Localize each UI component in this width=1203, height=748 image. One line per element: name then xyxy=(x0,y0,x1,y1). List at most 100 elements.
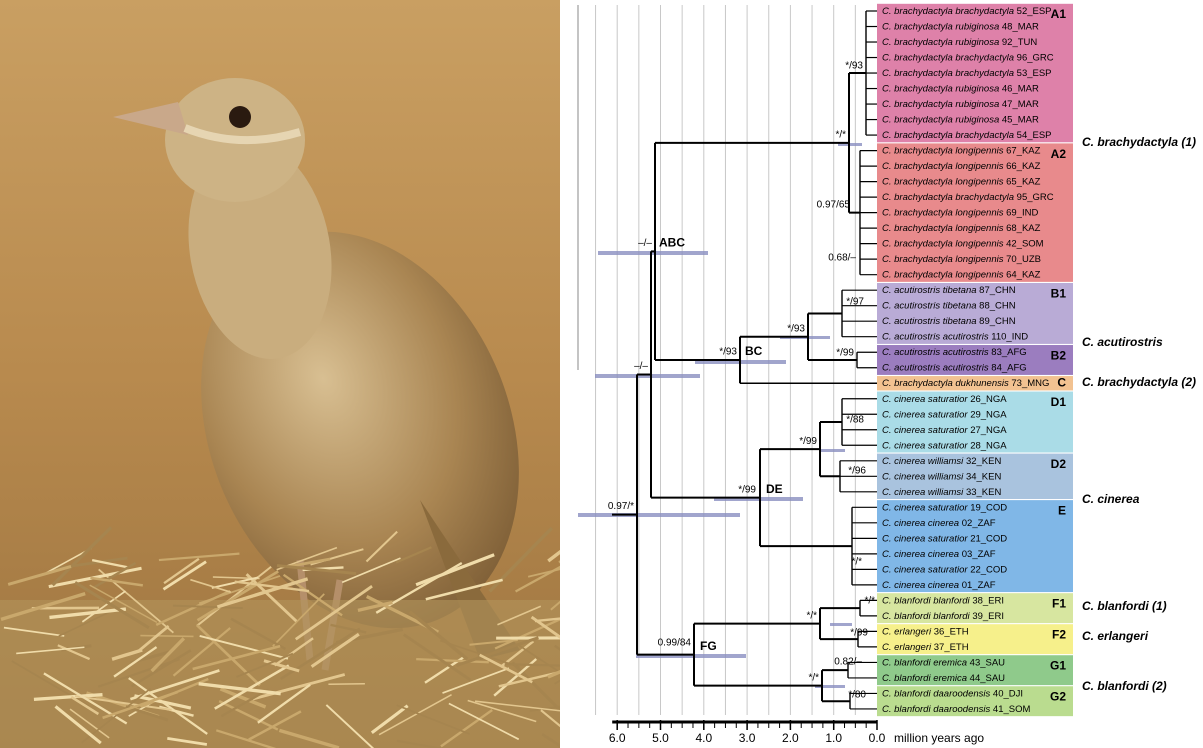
axis-tick-label: 3.0 xyxy=(739,731,756,745)
node-label: BC xyxy=(745,344,763,358)
taxon-code: 88_CHN xyxy=(979,300,1016,311)
straw xyxy=(220,688,270,718)
clade-label: D1 xyxy=(1051,395,1067,409)
clade-box xyxy=(877,3,1073,143)
straw xyxy=(558,560,560,564)
taxon-name: C. brachydactyla rubiginosa xyxy=(882,37,999,48)
support-value: */80 xyxy=(848,690,866,701)
taxon-code: 47_MAR xyxy=(1002,99,1039,110)
taxon-name: C. cinerea saturatior xyxy=(882,502,968,513)
taxon-code: 28_NGA xyxy=(970,440,1007,451)
taxon-label: C. blanfordi daaroodensis 40_DJI xyxy=(882,688,1023,699)
taxon-name: C. brachydactyla rubiginosa xyxy=(882,99,999,110)
support-value: 0.97/65 xyxy=(817,200,851,211)
axis-tick-label: 2.0 xyxy=(782,731,799,745)
taxon-code: 32_KEN xyxy=(966,455,1002,466)
taxon-name: C. brachydactyla longipennis xyxy=(882,223,1004,234)
taxon-label: C. brachydactyla rubiginosa 45_MAR xyxy=(882,114,1039,125)
clade-label: B2 xyxy=(1051,348,1067,362)
clade-label: G2 xyxy=(1050,690,1066,704)
taxon-label: C. cinerea cinerea 03_ZAF xyxy=(882,548,996,559)
support-value: */97 xyxy=(846,297,864,308)
taxon-label: C. cinerea saturatior 19_COD xyxy=(882,502,1007,513)
taxon-label: C. cinerea williamsi 33_KEN xyxy=(882,486,1001,497)
support-value: */88 xyxy=(846,415,864,426)
straw xyxy=(0,591,86,622)
straw xyxy=(273,637,314,667)
taxon-label: C. brachydactyla brachydactyla 54_ESP xyxy=(882,130,1052,141)
clade-box xyxy=(877,453,1073,500)
taxon-label: C. brachydactyla longipennis 69_IND xyxy=(882,207,1038,218)
taxon-name: C. blanfordi daaroodensis xyxy=(882,703,991,714)
taxon-code: 52_ESP xyxy=(1017,6,1052,17)
support-value: */96 xyxy=(848,466,866,477)
taxon-label: C. brachydactyla longipennis 67_KAZ xyxy=(882,145,1041,156)
straw xyxy=(396,739,445,748)
taxon-code: 39_ERI xyxy=(972,610,1004,621)
straw xyxy=(167,736,208,746)
straw xyxy=(529,705,560,712)
clade-label: A1 xyxy=(1051,7,1067,21)
straw xyxy=(128,677,208,735)
support-value: –/– xyxy=(634,361,648,372)
straw xyxy=(550,600,560,611)
straw xyxy=(163,557,200,585)
straw xyxy=(541,733,560,748)
straw xyxy=(92,561,137,589)
straw xyxy=(214,664,290,710)
taxon-label: C. cinerea saturatior 22_COD xyxy=(882,564,1007,575)
straw xyxy=(81,590,126,623)
taxon-code: 22_COD xyxy=(970,564,1007,575)
taxon-name: C. brachydactyla longipennis xyxy=(882,207,1004,218)
taxon-label: C. cinerea saturatior 26_NGA xyxy=(882,393,1007,404)
taxon-name: C. brachydactyla longipennis xyxy=(882,161,1004,172)
straw xyxy=(230,617,287,651)
species-label: C. blanfordi (2) xyxy=(1082,679,1167,693)
straw xyxy=(219,687,267,709)
taxon-name: C. cinerea cinerea xyxy=(882,548,959,559)
taxon-label: C. brachydactyla brachydactyla 95_GRC xyxy=(882,192,1054,203)
taxon-name: C. cinerea saturatior xyxy=(882,440,968,451)
straw xyxy=(196,570,279,622)
taxon-name: C. cinerea cinerea xyxy=(882,579,959,590)
taxon-code: 44_SAU xyxy=(970,672,1006,683)
taxon-label: C. blanfordi daaroodensis 41_SOM xyxy=(882,703,1030,714)
taxon-name: C. acutirostris acutirostris xyxy=(882,362,989,373)
straw xyxy=(554,644,560,651)
clade-label: A2 xyxy=(1051,147,1067,161)
taxon-label: C. brachydactyla longipennis 64_KAZ xyxy=(882,269,1041,280)
taxon-name: C. blanfordi blanfordi xyxy=(882,595,971,606)
taxon-name: C. brachydactyla longipennis xyxy=(882,238,1004,249)
straw xyxy=(497,605,542,626)
straw xyxy=(172,627,231,677)
taxon-label: C. blanfordi blanfordi 38_ERI xyxy=(882,595,1004,606)
taxon-label: C. blanfordi blanfordi 39_ERI xyxy=(882,610,1004,621)
taxon-code: 48_MAR xyxy=(1002,21,1039,32)
straw xyxy=(196,624,261,687)
clade-box xyxy=(877,391,1073,453)
taxon-code: 84_AFG xyxy=(991,362,1026,373)
taxon-name: C. cinerea williamsi xyxy=(882,486,964,497)
straw xyxy=(16,646,85,655)
taxon-code: 41_SOM xyxy=(993,703,1031,714)
taxon-name: C. brachydactyla brachydactyla xyxy=(882,6,1014,17)
straw xyxy=(365,530,398,563)
taxon-label: C. acutirostris acutirostris 110_IND xyxy=(882,331,1028,342)
straw xyxy=(3,626,65,637)
straw xyxy=(257,683,311,724)
straw xyxy=(134,694,192,710)
taxon-code: 66_KAZ xyxy=(1006,161,1041,172)
taxon-code: 40_DJI xyxy=(993,688,1023,699)
taxon-name: C. acutirostris tibetana xyxy=(882,316,977,327)
support-value: */* xyxy=(864,596,875,607)
straw xyxy=(74,581,150,630)
axis-tick-label: 1.0 xyxy=(825,731,842,745)
species-label: C. brachydactyla (1) xyxy=(1082,135,1196,149)
taxon-label: C. brachydactyla dukhunensis 73_MNG xyxy=(882,378,1049,389)
support-value: */99 xyxy=(799,436,817,447)
straw xyxy=(172,604,243,610)
straw xyxy=(245,573,298,623)
axis-tick-label: 6.0 xyxy=(609,731,626,745)
straw xyxy=(158,552,240,562)
taxon-code: 89_CHN xyxy=(979,316,1016,327)
